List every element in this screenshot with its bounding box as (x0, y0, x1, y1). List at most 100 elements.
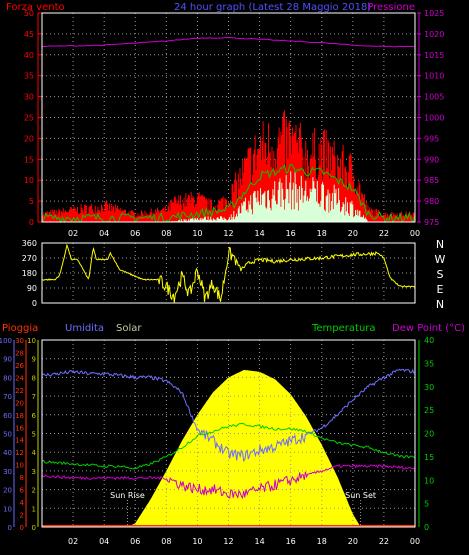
pressure-tick-label: 1005 (424, 93, 444, 102)
compass-label: E (437, 283, 444, 296)
humidity-series (41, 368, 416, 463)
humidity-tick-label: 0 (8, 524, 12, 532)
rain-tick-label: 6 (20, 487, 25, 495)
temperature-tick-label: 40 (424, 336, 434, 345)
temperature-axis-title: Temperatura (311, 323, 376, 334)
solar-tick-label: 0 (32, 524, 36, 532)
dewpoint-axis-title: Dew Point (°C) (392, 323, 465, 334)
x-tick-label: 22 (379, 537, 389, 546)
rain-tick-label: 24 (15, 374, 24, 382)
pressure-tick-label: 990 (424, 155, 439, 164)
humidity-tick-label: 30 (3, 468, 12, 476)
solar-tick-label: 3 (32, 468, 36, 476)
temperature-tick-label: 5 (424, 500, 429, 509)
pressure-tick-label: 1025 (424, 9, 444, 18)
temperature-tick-label: 15 (424, 453, 434, 462)
x-tick-label: 18 (317, 537, 327, 546)
rain-tick-label: 20 (15, 399, 24, 407)
temperature-tick-label: 10 (424, 476, 434, 485)
solar-tick-label: 2 (32, 487, 36, 495)
x-tick-label: 10 (192, 229, 202, 238)
temperature-tick-label: 35 (424, 359, 434, 368)
direction-tick-label: 0 (32, 299, 37, 308)
temperature-humidity-frame (41, 339, 416, 528)
wind-pressure-panel: 02 04 06 08 10 12 14 16 18 20 22 000510152025303540… (24, 9, 445, 238)
x-tick-label: 02 (68, 229, 78, 238)
rain-tick-label: 16 (15, 424, 24, 432)
wind-tick-label: 10 (24, 176, 34, 185)
pressure-tick-label: 1020 (424, 30, 444, 39)
x-tick-label: 00 (410, 229, 420, 238)
temperature-tick-label: 30 (424, 383, 434, 392)
x-tick-label: 10 (192, 537, 202, 546)
humidity-tick-label: 100 (0, 337, 12, 345)
x-tick-label: 20 (348, 537, 358, 546)
rain-tick-label: 8 (20, 474, 24, 482)
x-tick-label: 22 (379, 229, 389, 238)
solar-tick-label: 8 (32, 374, 36, 382)
solar-tick-label: 9 (32, 356, 36, 364)
wind-pressure-frame (41, 12, 416, 223)
temperature-series (41, 422, 416, 470)
solar-tick-label: 6 (32, 412, 37, 420)
wind-tick-label: 45 (24, 30, 34, 39)
pressure-series (42, 36, 416, 48)
x-tick-label: 08 (161, 537, 171, 546)
solar-tick-label: 4 (32, 449, 37, 457)
solar-tick-label: 1 (32, 505, 36, 513)
wind-axis-title: Forza vento (6, 2, 65, 13)
humidity-tick-label: 50 (3, 431, 12, 439)
x-tick-label: 08 (161, 229, 171, 238)
solar-area (127, 369, 361, 527)
compass-label: N (436, 298, 444, 311)
rain-tick-label: 10 (15, 462, 24, 470)
temperature-tick-label: 25 (424, 406, 434, 415)
rain-tick-label: 14 (15, 437, 24, 445)
x-tick-label: 06 (130, 229, 140, 238)
humidity-tick-label: 80 (3, 374, 12, 382)
rain-tick-label: 26 (15, 362, 24, 370)
x-tick-label: 14 (254, 537, 264, 546)
x-tick-label: 04 (99, 537, 109, 546)
rain-tick-label: 28 (15, 349, 24, 357)
wind-tick-label: 25 (24, 114, 34, 123)
temperature-tick-label: 0 (424, 523, 429, 532)
pressure-tick-label: 980 (424, 197, 439, 206)
wind-direction-frame (41, 242, 416, 304)
humidity-axis-title: Umidita (65, 323, 104, 334)
x-tick-label: 02 (68, 537, 78, 546)
sunrise-label: Sun Rise (110, 491, 145, 500)
rain-axis-title: Pioggia (2, 323, 38, 334)
x-tick-label: 14 (254, 229, 264, 238)
compass-label: S (437, 268, 444, 281)
wind-tick-label: 15 (24, 155, 34, 164)
humidity-tick-label: 70 (3, 393, 12, 401)
x-tick-label: 04 (99, 229, 109, 238)
humidity-tick-label: 40 (3, 449, 12, 457)
sunset-label: Sun Set (345, 491, 376, 500)
wind-tick-label: 35 (24, 72, 34, 81)
solar-axis-title: Solar (116, 323, 142, 334)
solar-tick-label: 10 (27, 337, 36, 345)
x-tick-label: 18 (317, 229, 327, 238)
pressure-tick-label: 1000 (424, 114, 444, 123)
humidity-tick-label: 20 (3, 487, 12, 495)
wind-tick-label: 30 (24, 93, 34, 102)
compass-label: W (435, 253, 446, 266)
x-tick-label: 20 (348, 229, 358, 238)
wind-tick-label: 20 (24, 134, 34, 143)
x-tick-label: 12 (223, 229, 233, 238)
rain-tick-label: 30 (15, 337, 24, 345)
temperature-tick-label: 20 (424, 430, 434, 439)
temperature-humidity-panel: 02 04 06 08 10 12 14 16 18 20 22 000102030405060708… (0, 336, 434, 546)
wind-tick-label: 40 (24, 51, 34, 60)
humidity-tick-label: 60 (3, 412, 12, 420)
pressure-tick-label: 985 (424, 176, 439, 185)
pressure-tick-label: 975 (424, 218, 439, 227)
rain-tick-label: 12 (15, 449, 24, 457)
direction-tick-label: 180 (22, 269, 37, 278)
humidity-tick-label: 90 (3, 356, 12, 364)
wind-tick-label: 50 (24, 9, 34, 18)
rain-tick-label: 4 (20, 499, 25, 507)
